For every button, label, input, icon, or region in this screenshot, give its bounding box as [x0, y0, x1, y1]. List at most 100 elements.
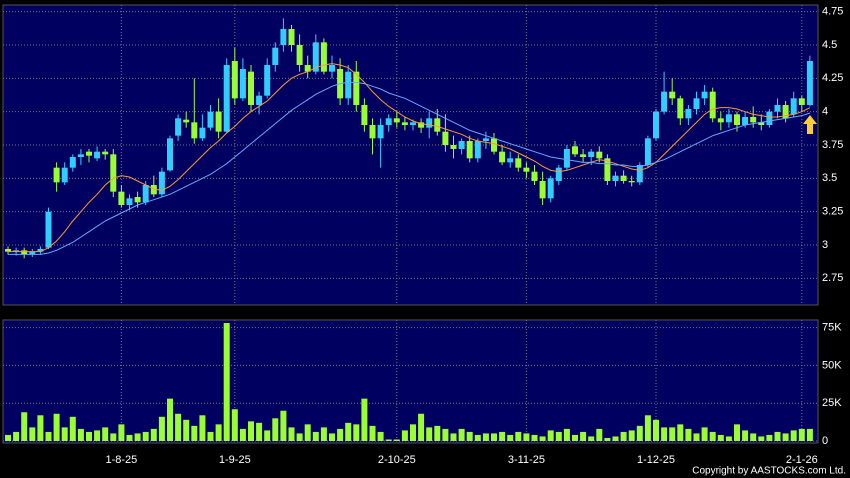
volume-bar — [466, 431, 473, 441]
volume-bar — [183, 419, 190, 441]
volume-bar — [774, 431, 781, 441]
candle-body — [515, 158, 522, 168]
y-tick-label: 25K — [822, 397, 842, 409]
volume-bar — [29, 427, 36, 441]
x-tick-label: 1-8-25 — [106, 454, 138, 466]
candle-body — [636, 165, 643, 183]
volume-bar — [790, 430, 797, 441]
candle-body — [312, 42, 319, 72]
volume-bar — [523, 433, 530, 441]
y-tick-label: 3.5 — [822, 172, 837, 184]
candle-body — [150, 185, 157, 195]
candle-body — [693, 98, 700, 109]
candle-body — [499, 151, 506, 163]
candle-body — [94, 151, 101, 159]
candle-body — [272, 47, 279, 65]
volume-bar — [806, 428, 813, 441]
volume-bar — [13, 431, 20, 441]
volume-bar — [539, 436, 546, 441]
volume-bar — [167, 398, 173, 441]
candle-body — [426, 118, 433, 128]
candle-body — [215, 111, 222, 132]
volume-bar — [636, 425, 643, 441]
volume-bar — [644, 415, 651, 441]
candle-body — [790, 98, 797, 115]
candle-body — [588, 151, 595, 157]
candle-body — [86, 151, 92, 156]
candle-body — [223, 65, 230, 132]
volume-bar — [215, 424, 222, 441]
y-tick-label: 3 — [822, 239, 828, 251]
volume-bar — [393, 439, 400, 441]
x-tick-label: 1-12-25 — [637, 454, 675, 466]
candle-body — [701, 91, 708, 99]
candle-body — [29, 251, 36, 255]
volume-bar — [45, 431, 52, 441]
volume-bar — [434, 425, 441, 441]
volume-bar — [142, 431, 149, 441]
volume-bar — [742, 430, 749, 441]
candle-body — [434, 118, 441, 132]
candle-body — [183, 119, 190, 123]
candle-body — [248, 71, 254, 105]
candle-body — [264, 65, 271, 96]
candle-body — [288, 29, 295, 45]
y-tick-label: 2.75 — [822, 272, 843, 284]
candle-body — [782, 105, 789, 119]
volume-bar — [628, 430, 635, 441]
candle-body — [21, 250, 28, 255]
volume-bar — [798, 428, 805, 441]
volume-bar — [401, 430, 408, 441]
candle-body — [563, 149, 570, 168]
volume-bar — [304, 424, 311, 441]
volume-bar — [410, 424, 416, 441]
volume-bar — [482, 433, 489, 441]
volume-bar — [86, 431, 92, 441]
candle-body — [385, 118, 392, 125]
volume-bar — [110, 433, 117, 441]
candle-body — [450, 145, 457, 149]
candle-body — [77, 154, 84, 157]
candle-body — [798, 98, 805, 105]
candle-body — [304, 65, 311, 72]
volume-bar — [677, 424, 684, 441]
volume-bar — [158, 416, 165, 441]
candle-body — [572, 146, 578, 155]
volume-bar — [653, 419, 659, 441]
volume-bar — [612, 436, 619, 441]
volume-bar — [191, 425, 198, 441]
candle-body — [118, 191, 125, 205]
candle-body — [5, 249, 11, 252]
volume-bar — [102, 427, 109, 441]
volume-bar — [701, 427, 708, 441]
candle-body — [256, 95, 263, 105]
volume-bar — [150, 428, 157, 441]
candle-body — [604, 158, 611, 181]
candle-body — [199, 127, 206, 139]
candle-body — [580, 154, 587, 157]
candle-body — [644, 138, 651, 165]
volume-bar — [750, 433, 757, 441]
candle-body — [126, 198, 133, 205]
candle-body — [345, 71, 352, 99]
volume-bar — [312, 431, 319, 441]
volume-bar — [717, 434, 724, 441]
y-tick-label: 75K — [822, 321, 842, 333]
volume-bar — [555, 431, 562, 441]
candle-body — [207, 111, 214, 128]
volume-bar — [337, 428, 344, 441]
candle-body — [717, 118, 724, 123]
volume-bar — [280, 410, 287, 441]
candle-body — [766, 111, 773, 125]
candle-body — [661, 91, 668, 112]
candle-body — [393, 118, 400, 123]
candle-body — [361, 105, 368, 125]
volume-panel — [2, 319, 819, 444]
candle-body — [531, 171, 538, 181]
candle-body — [418, 122, 425, 128]
volume-bar — [547, 430, 554, 441]
candle-body — [239, 69, 246, 99]
y-tick-label: 3.75 — [822, 139, 843, 151]
volume-bar — [572, 434, 578, 441]
candle-body — [750, 117, 757, 123]
